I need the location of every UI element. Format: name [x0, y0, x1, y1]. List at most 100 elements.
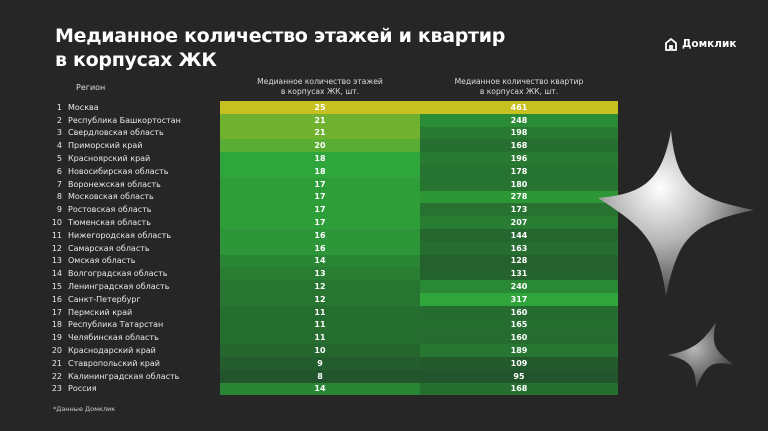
row-rank: 20 [51, 346, 62, 356]
flats-cell: 128 [420, 254, 618, 268]
row-rank: 16 [51, 294, 62, 304]
table-row: 20 Краснодарский край [42, 344, 156, 357]
row-rank: 12 [51, 243, 62, 253]
floors-cell: 21 [220, 126, 420, 140]
table-row: 5 Красноярский край [42, 152, 150, 165]
floors-cell: 16 [220, 229, 420, 242]
row-rank: 15 [51, 282, 62, 292]
floors-cell: 18 [220, 165, 420, 178]
flats-cell: 461 [420, 101, 618, 114]
table-row: 14 Волгоградская область [42, 267, 168, 280]
floors-cell: 11 [220, 331, 420, 345]
floors-cell: 13 [220, 267, 420, 281]
row-region: Краснодарский край [68, 346, 156, 356]
table-row: 23 Россия [42, 383, 97, 396]
floors-cell: 25 [220, 101, 420, 114]
row-region: Россия [68, 384, 97, 394]
house-icon [665, 37, 677, 51]
row-rank: 19 [51, 333, 62, 343]
flats-cell: 180 [420, 177, 618, 191]
row-rank: 2 [56, 115, 62, 125]
flats-cell: 248 [420, 113, 618, 127]
table-row: 16 Санкт-Петербург [42, 293, 141, 306]
flats-cell: 168 [420, 139, 618, 153]
floors-cell: 14 [220, 382, 420, 396]
row-rank: 5 [56, 154, 62, 164]
row-rank: 11 [51, 230, 62, 240]
floors-cell: 11 [220, 305, 420, 319]
floors-cell: 8 [220, 369, 420, 383]
logo-text: Домклик [682, 38, 737, 50]
flats-cell: 178 [420, 165, 618, 178]
table-row: 12 Самарская область [42, 242, 150, 255]
floors-cell: 21 [220, 113, 420, 127]
floors-cell: 17 [220, 177, 420, 191]
flats-cell: 198 [420, 126, 618, 140]
table-row: 13 Омская область [42, 255, 136, 268]
floors-cell: 20 [220, 139, 420, 153]
row-region: Приморский край [68, 141, 143, 151]
flats-header: Медианное количество квартир в корпусах … [420, 77, 618, 97]
flats-cell: 160 [420, 305, 618, 319]
table-row: 21 Ставропольский край [42, 357, 160, 370]
floors-cell: 12 [220, 280, 420, 293]
flats-header-line1: Медианное количество квартир [454, 77, 584, 86]
row-region: Ставропольский край [68, 358, 160, 368]
flats-header-line2: в корпусах ЖК, шт. [479, 87, 559, 96]
page-title: Медианное количество этажей и квартир в … [55, 24, 505, 72]
table-row: 4 Приморский край [42, 139, 143, 152]
flats-cell: 240 [420, 280, 618, 293]
small-star-decoration [668, 322, 734, 388]
flats-cell: 95 [420, 369, 618, 383]
row-region: Санкт-Петербург [68, 294, 141, 304]
row-region: Пермский край [68, 307, 133, 317]
floors-header: Медианное количество этажей в корпусах Ж… [220, 77, 420, 97]
row-region: Ростовская область [68, 205, 152, 215]
row-rank: 8 [56, 192, 62, 202]
row-region: Московская область [68, 192, 154, 202]
row-region: Москва [68, 102, 99, 112]
flats-cell: 196 [420, 152, 618, 165]
table-row: 2 Республика Башкортостан [42, 114, 181, 127]
table-row: 6 Новосибирская область [42, 165, 169, 178]
floors-cell: 17 [220, 190, 420, 204]
table-row: 8 Московская область [42, 191, 154, 204]
flats-cell: 163 [420, 241, 618, 255]
flats-cell: 173 [420, 203, 618, 217]
floors-cell: 17 [220, 216, 420, 229]
floors-cell: 12 [220, 293, 420, 306]
floors-header-line1: Медианное количество этажей [257, 77, 383, 86]
floors-cell: 11 [220, 318, 420, 332]
floors-cell: 18 [220, 152, 420, 165]
title-line-2: в корпусах ЖК [55, 49, 217, 71]
row-region: Республика Татарстан [68, 320, 164, 330]
flats-cell: 207 [420, 216, 618, 229]
flats-cell: 168 [420, 382, 618, 396]
region-header: Регион [76, 83, 106, 92]
row-region: Нижегородская область [68, 230, 172, 240]
floors-cell: 17 [220, 203, 420, 217]
row-rank: 7 [56, 179, 62, 189]
table-row: 11 Нижегородская область [42, 229, 171, 242]
floors-header-line2: в корпусах ЖК, шт. [280, 87, 360, 96]
row-rank: 9 [56, 205, 62, 215]
floors-cell: 10 [220, 344, 420, 357]
row-region: Новосибирская область [68, 166, 169, 176]
flats-cell: 189 [420, 344, 618, 357]
table-row: 18 Республика Татарстан [42, 319, 163, 332]
table-row: 19 Челябинская область [42, 331, 159, 344]
table-row: 1 Москва [42, 101, 99, 114]
table-row: 15 Ленинградская область [42, 280, 170, 293]
row-region: Самарская область [68, 243, 150, 253]
table-row: 10 Тюменская область [42, 216, 151, 229]
table-row: 3 Свердловская область [42, 127, 164, 140]
row-rank: 17 [51, 307, 62, 317]
row-region: Красноярский край [68, 154, 151, 164]
row-rank: 3 [56, 128, 62, 138]
row-region: Воронежская область [68, 179, 161, 189]
floors-cell: 16 [220, 241, 420, 255]
table-row: 22 Калининградская область [42, 370, 180, 383]
table-row: 17 Пермский край [42, 306, 132, 319]
flats-cell: 109 [420, 357, 618, 370]
row-region: Свердловская область [68, 128, 164, 138]
